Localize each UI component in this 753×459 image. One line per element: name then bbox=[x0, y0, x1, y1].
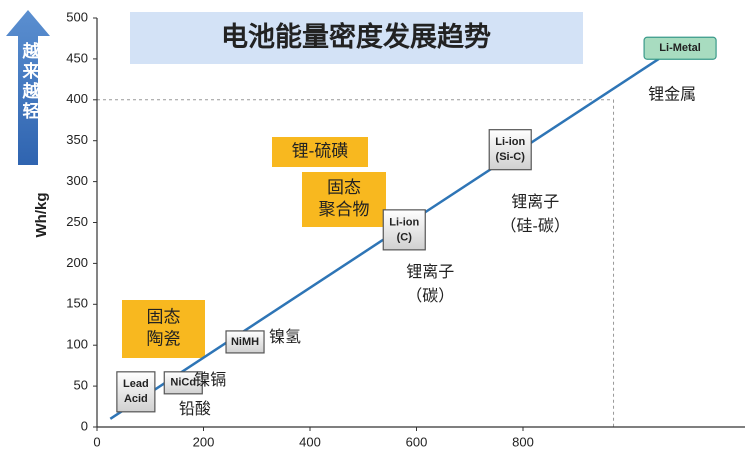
x-tick-label: 800 bbox=[512, 434, 534, 449]
point-name: 锂离子 bbox=[406, 263, 454, 281]
y-tick-label: 250 bbox=[66, 214, 88, 229]
callout-text: 固态 bbox=[147, 307, 181, 326]
callout-text: 锂-硫磺 bbox=[292, 141, 349, 160]
x-tick-label: 0 bbox=[93, 434, 100, 449]
point-box bbox=[116, 371, 156, 413]
y-tick-label: 350 bbox=[66, 132, 88, 147]
point-name: （碳） bbox=[406, 287, 454, 305]
callout-box bbox=[272, 137, 368, 167]
y-tick-label: 0 bbox=[81, 418, 88, 433]
point-label: (Si-C) bbox=[496, 151, 526, 163]
point-name: 锂离子 bbox=[511, 193, 559, 211]
point-label: NiCd bbox=[170, 377, 196, 389]
up-arrow bbox=[6, 10, 50, 165]
point-box-highlight bbox=[643, 36, 717, 60]
y-tick-label: 450 bbox=[66, 50, 88, 65]
title-box bbox=[130, 12, 583, 64]
x-tick-label: 400 bbox=[299, 434, 321, 449]
callout-text: 聚合物 bbox=[319, 200, 370, 219]
point-box bbox=[382, 209, 426, 251]
point-label: Lead bbox=[123, 378, 149, 390]
y-tick-label: 400 bbox=[66, 91, 88, 106]
y-axis-label: Wh/kg bbox=[33, 193, 50, 238]
x-tick-label: 200 bbox=[193, 434, 215, 449]
y-tick-label: 100 bbox=[66, 337, 88, 352]
arrow-text: 越来越轻 bbox=[20, 41, 41, 122]
point-name: （硅-碳） bbox=[501, 217, 570, 235]
callout-box bbox=[122, 300, 205, 358]
point-label: Acid bbox=[124, 393, 148, 405]
callout-text: 陶瓷 bbox=[147, 329, 181, 348]
point-name: 铅酸 bbox=[179, 400, 211, 418]
point-label: NiMH bbox=[231, 336, 259, 348]
point-label: Li-ion bbox=[495, 136, 525, 148]
x-tick-label: 600 bbox=[406, 434, 428, 449]
point-label: Li-ion bbox=[389, 216, 419, 228]
y-tick-label: 500 bbox=[66, 9, 88, 24]
y-tick-label: 200 bbox=[66, 255, 88, 270]
point-name: 镍氢 bbox=[269, 328, 301, 346]
callout-text: 固态 bbox=[327, 178, 361, 197]
point-name: 锂金属 bbox=[648, 85, 696, 103]
point-label: Li-Metal bbox=[659, 42, 701, 54]
y-tick-label: 300 bbox=[66, 173, 88, 188]
chart-title: 电池能量密度发展趋势 bbox=[221, 21, 491, 52]
point-box bbox=[488, 129, 532, 171]
point-box bbox=[225, 330, 265, 354]
callout-box bbox=[302, 172, 386, 227]
y-tick-label: 150 bbox=[66, 296, 88, 311]
point-box bbox=[163, 371, 203, 395]
point-name: 镍镉 bbox=[194, 371, 226, 389]
y-tick-label: 50 bbox=[74, 378, 88, 393]
point-label: (C) bbox=[397, 231, 413, 243]
